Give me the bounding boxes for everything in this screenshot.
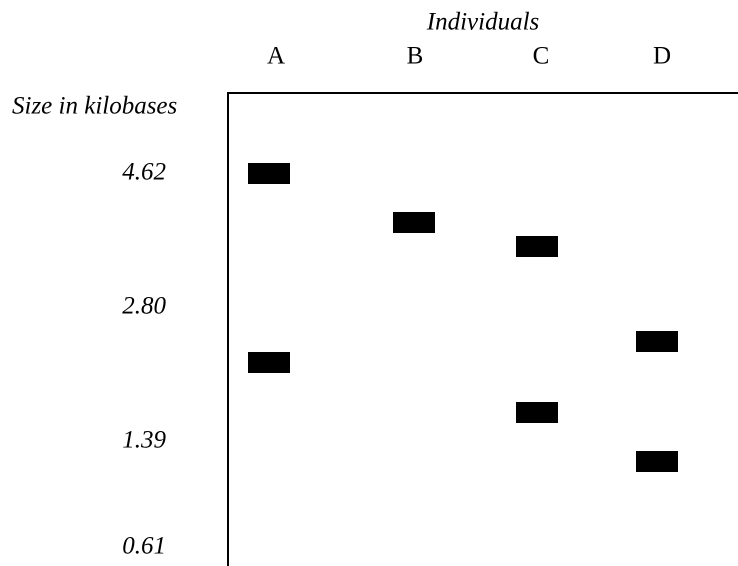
gel-frame xyxy=(228,93,738,566)
marker-label: 1.39 xyxy=(122,427,166,454)
page: {"title": "Individuals", "lanes": ["A", … xyxy=(0,0,738,566)
band xyxy=(393,212,435,233)
lane-label: D xyxy=(653,43,671,70)
gel-diagram: Individuals A B C D Size in kilobases 4.… xyxy=(0,0,738,566)
lane-label: A xyxy=(267,43,285,70)
band xyxy=(248,352,290,373)
lane-label: B xyxy=(407,43,424,70)
title: Individuals xyxy=(426,9,540,36)
band xyxy=(516,236,558,257)
marker-label: 2.80 xyxy=(122,293,166,320)
axis-label: Size in kilobases xyxy=(12,93,177,120)
marker-label: 0.61 xyxy=(122,533,166,560)
lane-label: C xyxy=(533,43,550,70)
band xyxy=(636,331,678,352)
band xyxy=(516,402,558,423)
band xyxy=(636,451,678,472)
band xyxy=(248,163,290,184)
marker-label: 4.62 xyxy=(122,159,166,186)
